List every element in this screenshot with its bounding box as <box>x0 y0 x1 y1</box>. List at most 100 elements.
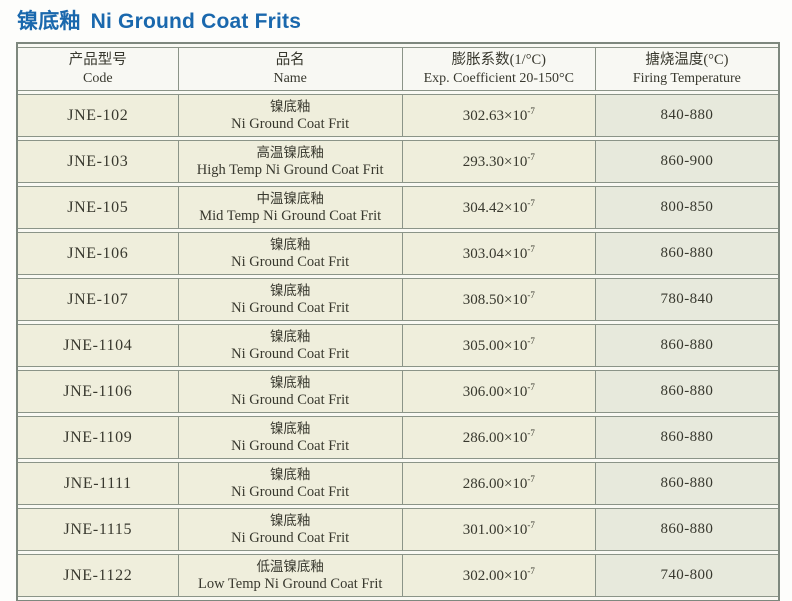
table-row: JNE-1115 镍底釉 Ni Ground Coat Frit 301.00×… <box>18 508 778 551</box>
expansion-coefficient-cell: 303.04×10-7 <box>401 232 595 275</box>
page-title-en: Ni Ground Coat Frits <box>90 10 302 33</box>
expansion-coefficient-cell: 286.00×10-7 <box>401 416 595 459</box>
product-name-cell: 镍底釉 Ni Ground Coat Frit <box>177 462 402 505</box>
table-header: 产品型号 Code 品名 Name 膨胀系数(1/°C) Exp. Coeffi… <box>18 47 778 91</box>
coefficient-exponent: -7 <box>527 520 535 530</box>
col-header-coefficient: 膨胀系数(1/°C) Exp. Coefficient 20-150°C <box>401 47 595 91</box>
table-row: JNE-1111 镍底釉 Ni Ground Coat Frit 286.00×… <box>18 462 778 505</box>
firing-temperature-cell: 860-880 <box>594 232 778 275</box>
expansion-coefficient-cell: 306.00×10-7 <box>401 370 595 413</box>
coefficient-exponent: -7 <box>527 382 535 392</box>
coefficient-exponent: -7 <box>527 106 535 116</box>
coefficient-multiplier: ×10 <box>503 568 528 584</box>
product-code-cell: JNE-105 <box>18 186 178 229</box>
product-name-en: Ni Ground Coat Frit <box>231 483 350 500</box>
coefficient-multiplier: ×10 <box>503 338 528 354</box>
product-name-cell: 镍底釉 Ni Ground Coat Frit <box>177 94 402 137</box>
coefficient-mantissa: 308.50 <box>462 292 504 308</box>
product-name-en: Ni Ground Coat Frit <box>231 437 350 454</box>
coefficient-mantissa: 304.42 <box>462 200 504 216</box>
product-name-en: Ni Ground Coat Frit <box>231 299 350 316</box>
product-name-en: High Temp Ni Ground Coat Frit <box>196 161 384 178</box>
coefficient-multiplier: ×10 <box>503 522 528 538</box>
firing-temperature-cell: 860-880 <box>594 324 778 367</box>
product-name-en: Ni Ground Coat Frit <box>231 391 350 408</box>
table-row: JNE-103 高温镍底釉 High Temp Ni Ground Coat F… <box>18 140 778 183</box>
product-name-en: Ni Ground Coat Frit <box>231 115 350 132</box>
product-code-cell: JNE-1106 <box>18 370 178 413</box>
col-header-code-zh: 产品型号 <box>68 51 127 68</box>
firing-temperature-cell: 860-880 <box>594 462 778 505</box>
product-name-cell: 中温镍底釉 Mid Temp Ni Ground Coat Frit <box>177 186 402 229</box>
product-name-en: Ni Ground Coat Frit <box>231 345 350 362</box>
col-header-firing-temp: 搪烧温度(°C) Firing Temperature <box>594 47 778 91</box>
coefficient-multiplier: ×10 <box>503 246 528 262</box>
coefficient-multiplier: ×10 <box>503 476 528 492</box>
coefficient-mantissa: 305.00 <box>462 338 504 354</box>
firing-temperature-cell: 840-880 <box>594 94 778 137</box>
product-code-cell: JNE-102 <box>18 94 178 137</box>
coefficient-mantissa: 301.00 <box>462 522 504 538</box>
expansion-coefficient-cell: 301.00×10-7 <box>401 508 595 551</box>
product-name-zh: 低温镍底釉 <box>256 559 324 575</box>
product-name-zh: 镍底釉 <box>269 99 311 115</box>
expansion-coefficient-cell: 293.30×10-7 <box>401 140 595 183</box>
coefficient-multiplier: ×10 <box>503 430 528 446</box>
coefficient-mantissa: 303.04 <box>462 246 504 262</box>
product-name-cell: 低温镍底釉 Low Temp Ni Ground Coat Frit <box>177 554 402 597</box>
product-name-zh: 镍底釉 <box>269 329 311 345</box>
coefficient-mantissa: 302.63 <box>462 108 504 124</box>
firing-temperature-cell: 860-880 <box>594 508 778 551</box>
product-code-cell: JNE-107 <box>18 278 178 321</box>
header-row: 产品型号 Code 品名 Name 膨胀系数(1/°C) Exp. Coeffi… <box>18 47 778 91</box>
product-name-zh: 镍底釉 <box>269 421 311 437</box>
product-name-zh: 镍底釉 <box>269 467 311 483</box>
product-name-cell: 镍底釉 Ni Ground Coat Frit <box>177 278 402 321</box>
product-name-cell: 镍底釉 Ni Ground Coat Frit <box>177 324 402 367</box>
product-code-cell: JNE-106 <box>18 232 178 275</box>
col-header-firing-temp-en: Firing Temperature <box>632 70 741 86</box>
table-row: JNE-1122 低温镍底釉 Low Temp Ni Ground Coat F… <box>18 554 778 597</box>
table-body: JNE-102 镍底釉 Ni Ground Coat Frit 302.63×1… <box>18 94 778 597</box>
firing-temperature-cell: 740-800 <box>594 554 778 597</box>
table-row: JNE-1109 镍底釉 Ni Ground Coat Frit 286.00×… <box>18 416 778 459</box>
table-row: JNE-1106 镍底釉 Ni Ground Coat Frit 306.00×… <box>18 370 778 413</box>
product-name-zh: 镍底釉 <box>269 513 311 529</box>
expansion-coefficient-cell: 302.00×10-7 <box>401 554 595 597</box>
product-name-en: Mid Temp Ni Ground Coat Frit <box>199 207 382 224</box>
coefficient-exponent: -7 <box>527 290 535 300</box>
product-name-cell: 镍底釉 Ni Ground Coat Frit <box>177 508 402 551</box>
product-name-zh: 镍底釉 <box>269 283 311 299</box>
page-title: 镍底釉 Ni Ground Coat Frits <box>17 5 301 35</box>
expansion-coefficient-cell: 305.00×10-7 <box>401 324 595 367</box>
col-header-name-en: Name <box>273 70 307 86</box>
coefficient-multiplier: ×10 <box>503 384 528 400</box>
product-code-cell: JNE-1109 <box>18 416 178 459</box>
expansion-coefficient-cell: 308.50×10-7 <box>401 278 595 321</box>
product-code-cell: JNE-1122 <box>18 554 178 597</box>
expansion-coefficient-cell: 286.00×10-7 <box>401 462 595 505</box>
frits-table: 产品型号 Code 品名 Name 膨胀系数(1/°C) Exp. Coeffi… <box>18 44 778 600</box>
coefficient-exponent: -7 <box>527 566 535 576</box>
product-name-en: Ni Ground Coat Frit <box>231 253 350 270</box>
product-name-zh: 镍底釉 <box>269 237 311 253</box>
product-name-cell: 镍底釉 Ni Ground Coat Frit <box>177 232 402 275</box>
expansion-coefficient-cell: 302.63×10-7 <box>401 94 595 137</box>
coefficient-mantissa: 306.00 <box>462 384 504 400</box>
coefficient-mantissa: 302.00 <box>462 568 504 584</box>
page-title-zh: 镍底釉 <box>17 10 81 33</box>
col-header-name-zh: 品名 <box>275 51 305 68</box>
coefficient-multiplier: ×10 <box>503 200 528 216</box>
table-row: JNE-102 镍底釉 Ni Ground Coat Frit 302.63×1… <box>18 94 778 137</box>
table-row: JNE-107 镍底釉 Ni Ground Coat Frit 308.50×1… <box>18 278 778 321</box>
col-header-code: 产品型号 Code <box>18 47 178 91</box>
col-header-code-en: Code <box>83 70 113 86</box>
coefficient-multiplier: ×10 <box>503 154 528 170</box>
coefficient-exponent: -7 <box>527 198 535 208</box>
col-header-name: 品名 Name <box>177 47 402 91</box>
product-code-cell: JNE-1104 <box>18 324 178 367</box>
product-code-cell: JNE-1115 <box>18 508 178 551</box>
coefficient-multiplier: ×10 <box>503 108 528 124</box>
firing-temperature-cell: 860-880 <box>594 370 778 413</box>
